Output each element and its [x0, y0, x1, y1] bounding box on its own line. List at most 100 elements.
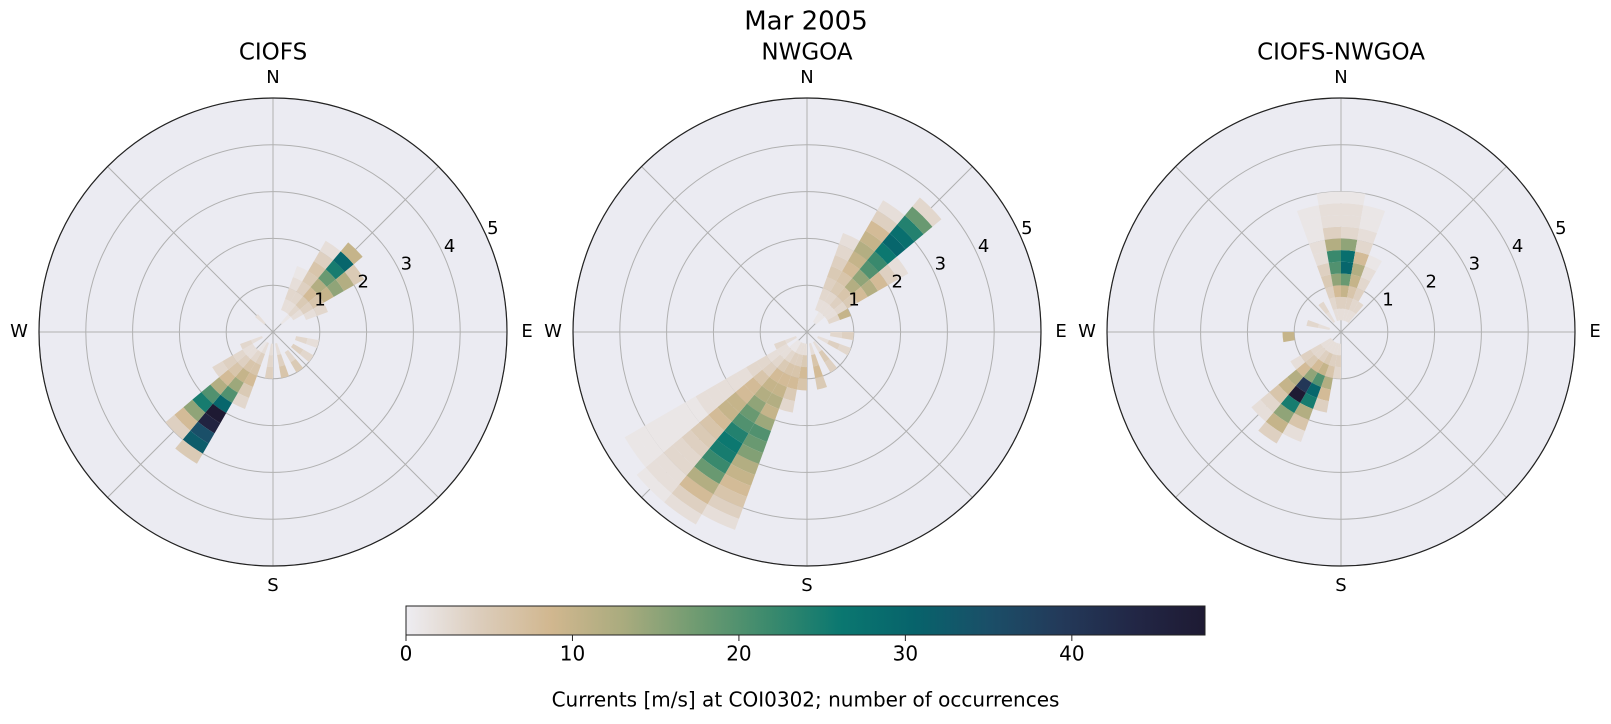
histogram-cell	[1308, 239, 1327, 256]
histogram-cell	[644, 419, 673, 453]
histogram-cell	[1316, 386, 1331, 402]
histogram-cell	[694, 457, 726, 484]
histogram-cell	[784, 349, 796, 363]
histogram-cell	[1304, 228, 1325, 245]
histogram-cell	[701, 504, 739, 530]
histogram-cell	[785, 336, 797, 344]
direction-label: S	[267, 575, 278, 596]
histogram-cell	[1310, 358, 1324, 373]
histogram-cell	[268, 343, 273, 356]
angular-grid	[107, 166, 274, 333]
histogram-cell	[748, 423, 771, 442]
polar-panel: CIOFS-NWGOA 1 2 3 4 5 N E S W	[1078, 40, 1601, 597]
histogram-cell	[831, 255, 848, 272]
radial-tick-label: 3	[401, 254, 412, 275]
histogram-cell	[1334, 296, 1341, 309]
histogram-cell	[865, 220, 890, 243]
histogram-cell	[1341, 238, 1358, 252]
histogram-cell	[344, 264, 365, 286]
histogram-cell	[1318, 301, 1330, 315]
histogram-cell	[1341, 203, 1364, 217]
histogram-cell	[859, 260, 879, 280]
histogram-cell	[175, 439, 203, 464]
histogram-cell	[719, 473, 751, 497]
histogram-cell	[794, 353, 803, 367]
histogram-cell	[889, 224, 915, 250]
histogram-cell	[310, 278, 327, 295]
histogram-cell	[795, 342, 803, 354]
histogram-cell	[736, 443, 763, 464]
direction-label: N	[266, 67, 279, 88]
histogram-cell	[796, 378, 807, 391]
histogram-cell	[839, 233, 860, 251]
histogram-cell	[1251, 399, 1274, 422]
histogram-cell	[205, 403, 227, 424]
histogram-cell	[305, 338, 320, 349]
histogram-cell	[1317, 323, 1331, 330]
histogram-cell	[290, 358, 304, 373]
histogram-cell	[192, 392, 213, 413]
histogram-cell	[833, 301, 848, 315]
histogram-cell	[1341, 191, 1366, 206]
histogram-cell	[237, 382, 253, 398]
histogram-cell	[240, 340, 253, 350]
histogram-cell	[708, 407, 732, 431]
histogram-cell	[264, 366, 273, 379]
histogram-cell	[1310, 343, 1324, 355]
panel-title: CIOFS-NWGOA	[1257, 40, 1425, 66]
histogram-cell	[679, 475, 714, 505]
histogram-cell	[1317, 362, 1329, 376]
histogram-cell	[1280, 394, 1301, 414]
histogram-cell	[295, 296, 309, 310]
radial-tick-label: 1	[314, 290, 325, 311]
histogram-cell	[681, 429, 710, 458]
polar-panel: CIOFS 1 2 3 4 5 N E S W	[10, 40, 533, 597]
angular-grid	[641, 166, 808, 333]
histogram-cell	[823, 277, 837, 292]
histogram-cell	[798, 342, 805, 356]
histogram-cell	[1295, 376, 1312, 393]
histogram-cell	[281, 299, 291, 312]
histogram-cell	[294, 336, 308, 345]
histogram-cell	[1305, 354, 1319, 368]
histogram-cell	[655, 413, 682, 445]
direction-label: W	[10, 321, 28, 342]
histogram-cell	[827, 266, 843, 282]
histogram-cell	[686, 466, 720, 495]
histogram-cell	[326, 279, 344, 297]
histogram-cell	[289, 277, 303, 292]
angular-grid	[1340, 166, 1507, 333]
histogram-cell	[860, 279, 878, 297]
histogram-cell	[847, 250, 868, 270]
histogram-cell	[742, 433, 767, 453]
histogram-cell	[1349, 299, 1359, 312]
histogram-cell	[1314, 347, 1326, 359]
histogram-cell	[786, 375, 799, 390]
direction-label: E	[521, 321, 532, 342]
histogram-cell	[1355, 239, 1374, 256]
histogram-cell	[887, 256, 909, 280]
radial-tick-label: 5	[487, 218, 498, 239]
histogram-cell	[1341, 261, 1354, 275]
direction-label: N	[1334, 67, 1347, 88]
histogram-cell	[815, 375, 828, 390]
histogram-cell	[830, 281, 845, 297]
histogram-cell	[284, 349, 296, 363]
histogram-cell	[869, 271, 889, 292]
histogram-cell	[1265, 412, 1289, 434]
histogram-cell	[1316, 262, 1331, 278]
histogram-cell	[1334, 355, 1341, 368]
histogram-cell	[802, 343, 807, 356]
histogram-cell	[715, 378, 736, 400]
colorbar-tick-label: 10	[560, 642, 585, 666]
histogram-cell	[249, 362, 261, 376]
histogram-cell	[769, 367, 784, 383]
histogram-cell	[1282, 332, 1295, 343]
histogram-cell	[699, 414, 725, 440]
histogram-cell	[800, 355, 807, 368]
histogram-cell	[1329, 342, 1337, 354]
histogram-cell	[279, 364, 290, 379]
histogram-cell	[877, 200, 905, 225]
histogram-cell	[1305, 382, 1321, 398]
histogram-cell	[859, 230, 883, 252]
